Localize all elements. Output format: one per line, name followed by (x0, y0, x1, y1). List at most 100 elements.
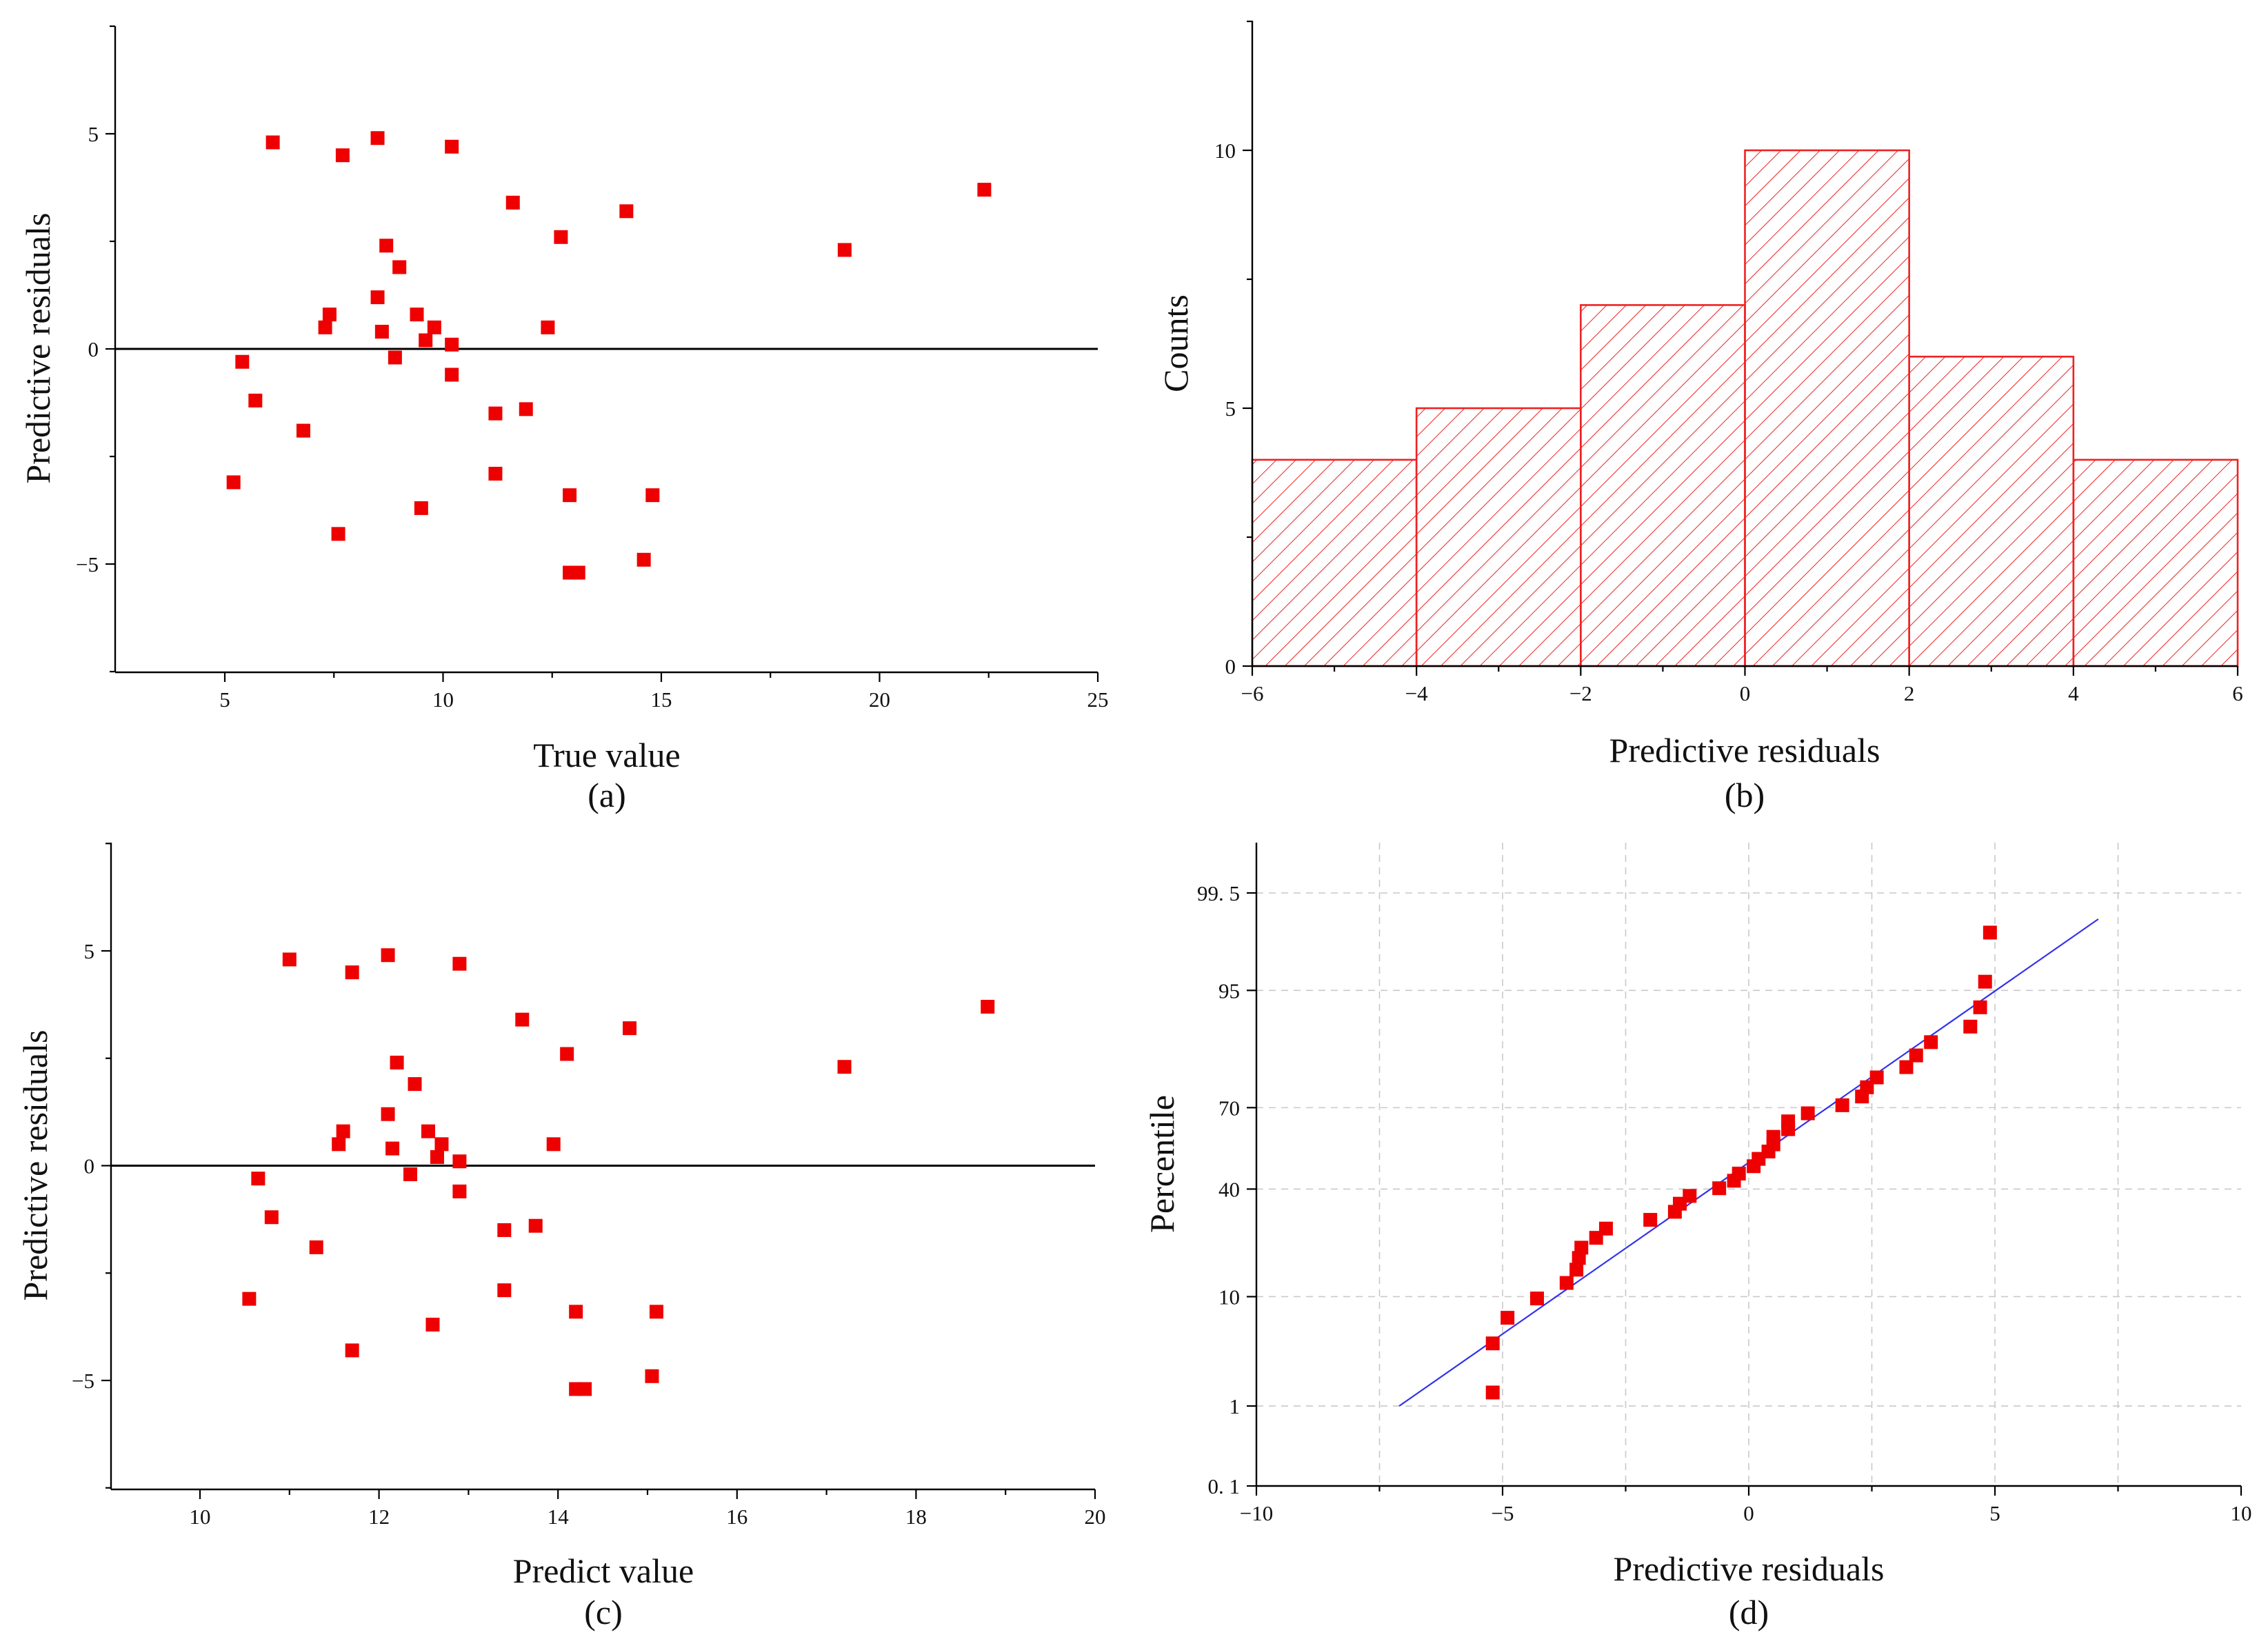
panel-d-point (1766, 1129, 1780, 1144)
panel-d-x-tick-label: −10 (1240, 1501, 1273, 1525)
panel-c-x-tick-label: 14 (548, 1505, 570, 1529)
panel-a-x-tick-label: 10 (432, 687, 454, 712)
panel-c-point (560, 1047, 574, 1061)
panel-c-point (452, 1154, 467, 1169)
panel-a-point (370, 290, 385, 305)
panel-c-point (408, 1077, 422, 1092)
panel-a-y-tick-label: −5 (76, 552, 99, 576)
panel-b-bar (1908, 355, 2075, 667)
panel-a-point (414, 501, 428, 515)
panel-a-point (335, 148, 350, 163)
panel-c-point (282, 952, 297, 967)
panel-a-x-tick-label: 20 (869, 687, 890, 712)
panel-c-y-tick-label: −5 (72, 1369, 94, 1393)
panel-b-bar (1251, 459, 1418, 667)
panel-c-point (528, 1218, 543, 1233)
panel-a-point (445, 368, 459, 382)
panel-c-point (452, 956, 467, 971)
panel-d-caption: (d) (1729, 1593, 1769, 1631)
panel-c-point (381, 948, 395, 963)
panel-c-point (837, 1060, 852, 1074)
panel-d-point (1485, 1336, 1500, 1351)
panel-c-point (264, 1210, 279, 1225)
panel-c-point (434, 1137, 449, 1152)
panel-c-x-tick-label: 10 (190, 1505, 211, 1529)
panel-d-point (1501, 1311, 1515, 1325)
panel-c-y-tick-label: 0 (84, 1154, 95, 1178)
panel-b-x-tick-label: 2 (1904, 681, 1915, 705)
panel-a-y-tick-label: 5 (88, 122, 99, 146)
panel-d-point (1973, 1000, 1987, 1014)
panel-a-point (554, 230, 568, 244)
panel-d-point (1529, 1292, 1544, 1306)
panel-b-x-label: Predictive residuals (1609, 731, 1880, 770)
panel-a-x-tick-label: 15 (651, 687, 672, 712)
panel-a-point (235, 354, 250, 369)
panel-a-point (636, 552, 651, 567)
panel-c-point (385, 1141, 400, 1156)
panel-d-x-tick-label: −5 (1492, 1501, 1514, 1525)
panel-c-point (452, 1184, 467, 1198)
panel-c-point (421, 1124, 435, 1138)
panel-d-point (1978, 974, 1992, 989)
panel-a-point (488, 466, 503, 481)
panel-a-point (619, 204, 634, 219)
panel-a-point (445, 139, 459, 154)
panel-d-point (1800, 1106, 1815, 1121)
panel-c-point (578, 1382, 592, 1396)
panel-c-point (497, 1223, 512, 1237)
panel-c-points (242, 948, 995, 1396)
panel-a-y-label: Predictive residuals (19, 213, 57, 484)
panel-c-point (381, 1107, 395, 1121)
panel-c-point (309, 1240, 323, 1254)
panel-d-point (1559, 1276, 1574, 1290)
panel-a-point (265, 135, 280, 150)
panel-c-point (981, 999, 995, 1014)
panel-c-point (425, 1318, 440, 1332)
panel-b-y-tick-label: 0 (1225, 654, 1236, 679)
panel-c-x-tick-label: 20 (1085, 1505, 1106, 1529)
panel-c-x-label: Predict value (513, 1551, 694, 1590)
panel-c-point (546, 1137, 561, 1152)
panel-d-point (1598, 1221, 1613, 1236)
panel-d-point (1683, 1189, 1697, 1203)
panel-a-point (226, 475, 241, 490)
panel-b-bars (1251, 149, 2239, 667)
panel-b-x-tick-label: 4 (2068, 681, 2079, 705)
panel-d-point (1869, 1070, 1884, 1085)
panel-d-y-tick-label: 1 (1230, 1394, 1241, 1418)
panel-b-x-tick-label: −2 (1569, 681, 1592, 705)
panel-c-point (497, 1283, 512, 1298)
panel-b-bar (1415, 407, 1582, 667)
panel-b-x-tick-label: −6 (1241, 681, 1264, 705)
panel-d-point (1963, 1019, 1978, 1034)
panel-d-point (1781, 1114, 1796, 1129)
panel-a-point (488, 406, 503, 421)
panel-d-y-tick-label: 0. 1 (1208, 1474, 1241, 1498)
panel-a-points (226, 131, 992, 580)
panel-d-point (1643, 1213, 1658, 1227)
panel-a-scatter-true-value: 5 10 15 20 25 −5 0 5 True value Predictive resi… (19, 25, 1109, 814)
panel-b-x-tick-label: 0 (1740, 681, 1751, 705)
panel-c-point (332, 1137, 346, 1152)
panel-d-point (1899, 1060, 1914, 1074)
panel-c-point (345, 965, 359, 980)
panel-c-point (242, 1292, 257, 1306)
panel-a-point (977, 183, 992, 197)
panel-b-y-tick-label: 10 (1214, 139, 1236, 163)
panel-d-point (1732, 1166, 1746, 1180)
panel-a-point (392, 260, 407, 274)
panel-c-ticks: 10 12 14 16 18 20 −5 0 5 (72, 843, 1106, 1529)
panel-b-ticks: −6 −4 −2 0 2 4 6 0 5 10 (1214, 20, 2243, 705)
panel-a-x-tick-label: 5 (219, 687, 230, 712)
panel-a-point (505, 195, 520, 210)
panel-a-y-tick-label: 0 (88, 337, 99, 361)
panel-c-x-tick-label: 18 (905, 1505, 927, 1529)
panel-a-point (388, 350, 402, 365)
panel-d-x-tick-label: 5 (1989, 1501, 2000, 1525)
panel-a-point (331, 527, 345, 541)
panel-d-y-tick-label: 70 (1218, 1096, 1240, 1120)
panel-d-point (1983, 925, 1997, 940)
panel-d-probability-plot: −10 −5 0 5 10 0. 1 1 10 40 70 95 99. 5 Predictive r… (1143, 843, 2252, 1631)
panel-a-point (541, 320, 555, 334)
